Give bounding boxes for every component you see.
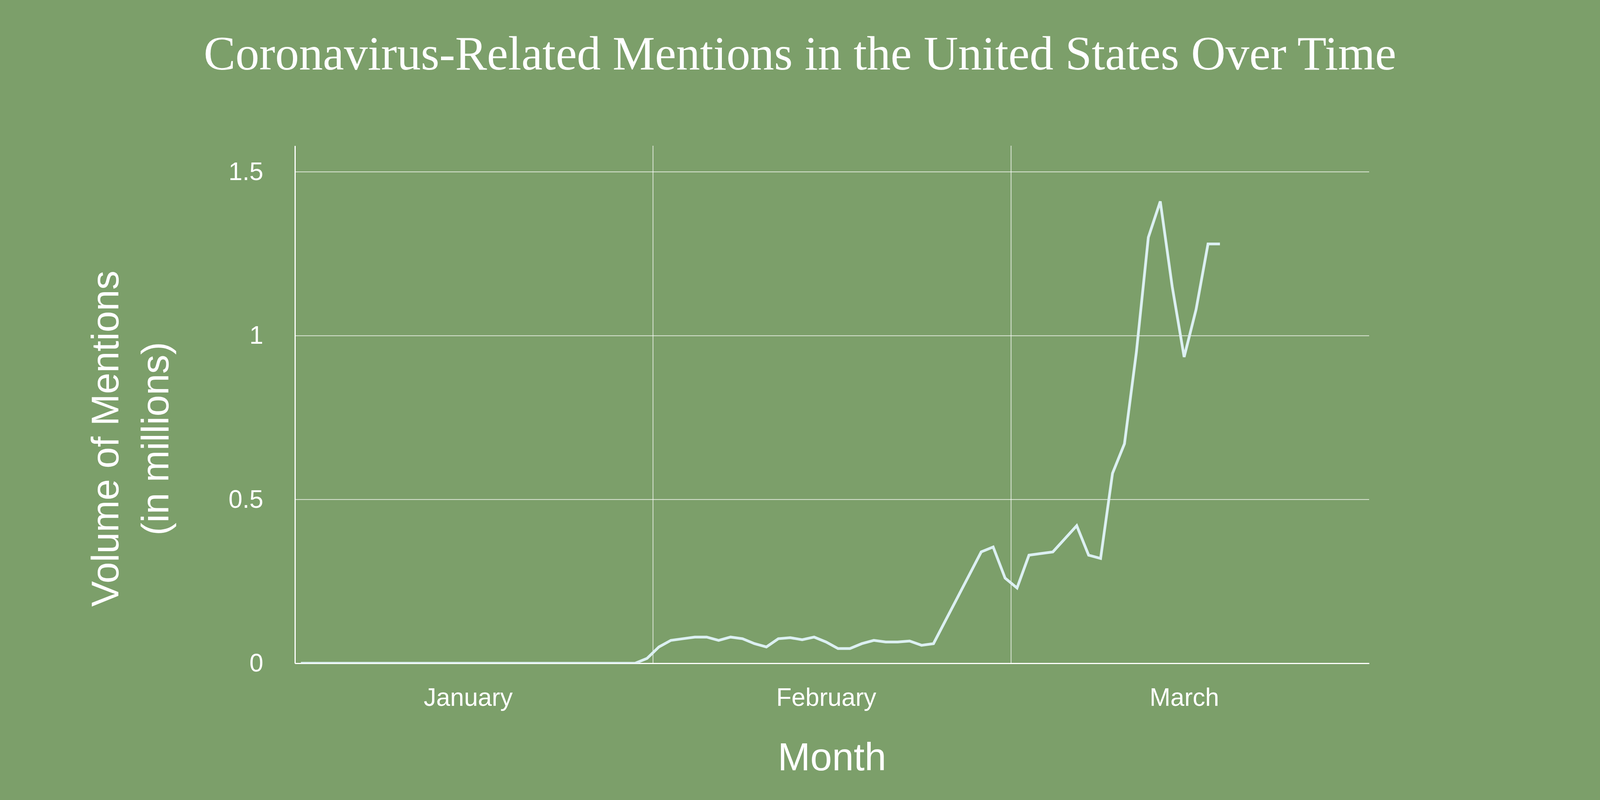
y-axis: 0 0.5 1 1.5: [228, 146, 295, 677]
y-tick-label: 1: [249, 321, 264, 350]
x-tick: January: [423, 663, 513, 712]
x-tick-label: February: [776, 683, 877, 712]
y-tick: 1: [249, 321, 295, 350]
y-axis-title: Volume of Mentions: [83, 270, 127, 608]
x-axis-title: Month: [777, 734, 887, 779]
title: Coronavirus-Related Mentions in the Unit…: [203, 26, 1397, 80]
y-axis-title: (in millions): [133, 341, 177, 536]
y-tick: 0: [249, 648, 295, 677]
grid-line: [294, 171, 1370, 173]
grid-line: [294, 335, 1370, 336]
x-tick-label: January: [423, 683, 513, 712]
line: [300, 201, 1220, 664]
y-tick-label: 1.5: [228, 157, 264, 186]
y-tick: 1.5: [228, 157, 295, 186]
month-divider: [652, 145, 654, 664]
y-tick: 0.5: [228, 485, 295, 514]
x-axis: January February March: [295, 663, 1370, 712]
y-axis-line: [294, 146, 296, 664]
grid: [294, 145, 1370, 664]
y-tick-label: 0: [249, 648, 264, 677]
grid-line: [294, 499, 1370, 500]
y-tick-label: 0.5: [228, 485, 264, 514]
x-tick-label: March: [1149, 683, 1220, 712]
background: [0, 0, 1600, 800]
chart: 0 0.5 1 1.5 January February March Coronavirus-…: [0, 0, 1600, 800]
plot-area: [300, 201, 1220, 664]
x-tick: March: [1149, 663, 1220, 712]
month-divider: [1010, 145, 1012, 664]
x-tick: February: [776, 663, 877, 712]
